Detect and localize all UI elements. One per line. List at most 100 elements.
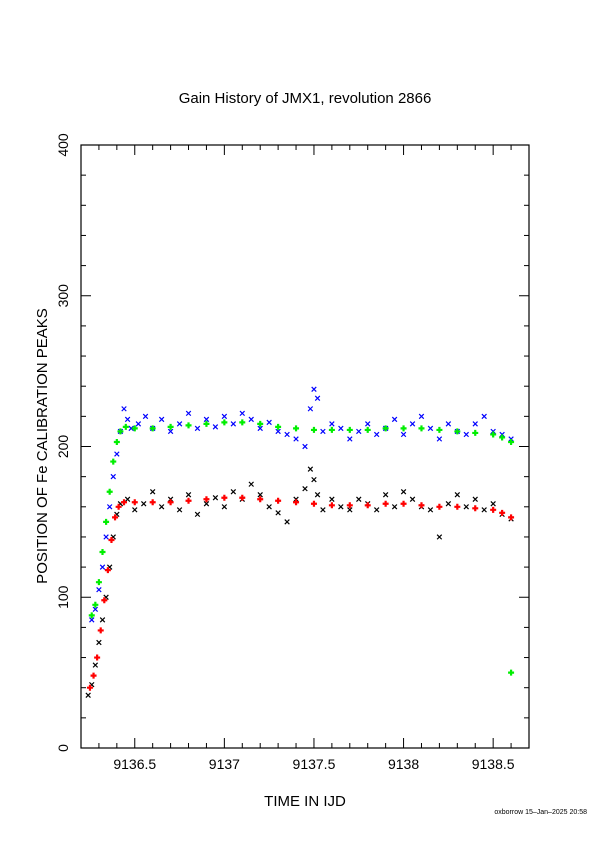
data-point [454,428,461,435]
y-axis-label: POSITION OF Fe CALIBRATION PEAKS [34,308,51,584]
series-0 [89,386,514,623]
data-point [176,421,183,427]
data-point [310,426,317,433]
data-point [266,419,272,426]
data-point [92,606,99,613]
data-point [418,502,425,509]
data-point [117,428,124,435]
data-point [463,504,470,510]
data-point [436,436,443,442]
x-tick-label: 9138.5 [472,756,515,772]
y-tick-label: 400 [55,133,71,157]
data-point [221,419,228,426]
x-axis: 9136.5 9137 9137.5 9138 9138.5 [80,145,530,772]
data-point [132,507,138,513]
data-point [328,426,335,433]
data-point [490,431,497,438]
data-point [490,501,496,507]
data-point [293,499,300,506]
data-point [92,662,99,668]
data-point [293,436,299,442]
data-point [230,489,237,495]
data-point [472,429,479,436]
data-point [239,494,246,501]
data-point [472,496,478,502]
data-point [113,438,120,445]
data-point [194,511,201,518]
data-point [373,507,380,513]
data-point [427,507,434,513]
data-point [418,425,425,432]
x-axis-label: TIME IN IJD [264,793,346,810]
data-point [185,422,192,429]
footer-credit: oxborrow 15–Jan–2025 20:58 [494,809,587,816]
data-point [124,496,131,502]
data-point [499,431,505,438]
x-tick-label: 9137.5 [293,756,336,772]
data-point [96,639,102,646]
data-point [110,473,116,480]
data-point [99,549,106,556]
data-point [239,410,246,417]
data-point [338,425,344,432]
data-point [320,507,326,513]
data-point [96,586,102,593]
series-3 [86,494,515,691]
data-point [142,413,149,420]
data-point [257,420,264,427]
data-point [85,692,91,698]
data-point [400,431,407,438]
data-point [131,499,138,506]
data-point [400,425,407,432]
data-point [302,443,308,450]
data-point [86,684,93,691]
data-point [472,505,479,512]
data-point [356,496,362,502]
data-point [307,406,314,412]
data-point [94,654,101,661]
data-point [436,503,443,510]
data-point [124,416,131,423]
data-point [266,504,272,510]
data-point [248,416,254,423]
data-point [257,492,263,498]
data-point [203,496,210,503]
data-point [275,497,282,504]
data-point [499,434,506,441]
data-point [103,518,110,525]
data-point [110,458,117,465]
data-point [391,504,398,510]
data-point [112,514,119,521]
data-point [508,669,515,676]
data-point [212,495,219,501]
data-point [463,431,470,438]
data-point [373,431,380,438]
data-point [356,428,362,435]
data-point [472,421,478,427]
data-point [257,496,264,503]
data-point [114,451,120,457]
x-tick-label: 9137 [209,756,240,772]
data-point [436,426,443,433]
data-point [293,425,300,432]
data-point [409,496,416,502]
data-point [314,492,321,498]
data-point [436,534,443,540]
data-point [149,489,156,495]
data-point [158,504,165,510]
data-point [203,501,210,507]
data-point [121,499,128,506]
data-point [99,564,106,570]
data-point [185,492,192,498]
data-point [454,503,461,510]
data-point [167,423,174,430]
data-point [131,425,138,432]
data-point [140,501,147,507]
data-point [508,514,515,521]
x-tick-label: 9136.5 [113,756,156,772]
data-point [203,416,210,423]
data-point [95,579,102,586]
data-point [284,519,290,525]
data-point [257,425,263,432]
